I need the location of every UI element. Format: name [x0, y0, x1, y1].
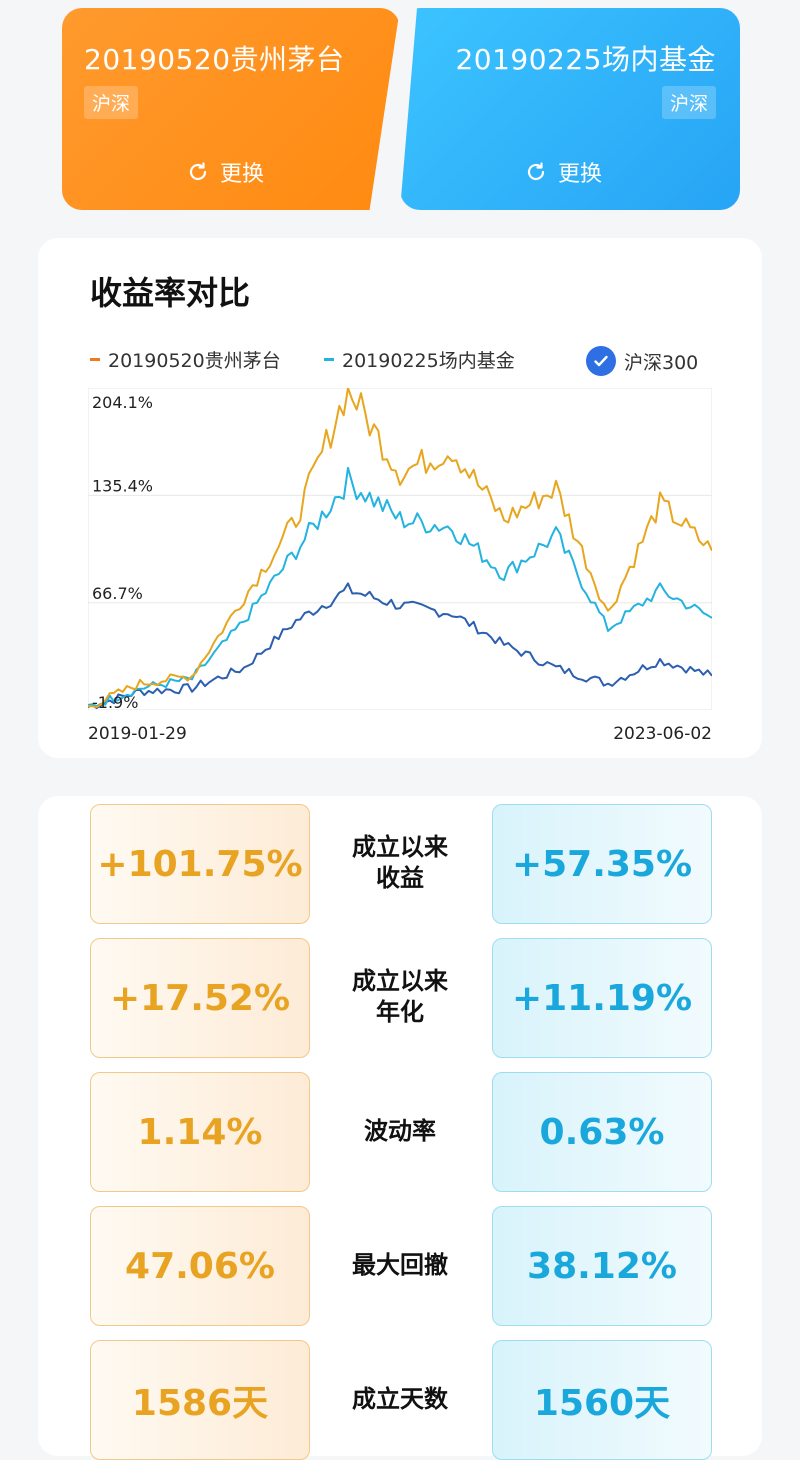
swap-button[interactable]: 更换: [524, 156, 602, 188]
left-stat-value: 1.14%: [90, 1072, 310, 1192]
series-line: [88, 388, 712, 708]
stat-row: 47.06% 最大回撤 38.12%: [38, 1206, 762, 1326]
left-stat-value: 1586天: [90, 1340, 310, 1460]
right-stat-value: +11.19%: [492, 938, 712, 1058]
right-stat-value: 1560天: [492, 1340, 712, 1460]
x-axis-end-label: 2023-06-02: [613, 724, 712, 744]
x-axis-start-label: 2019-01-29: [88, 724, 187, 744]
legend-item-right-fund: 20190225场内基金: [324, 346, 515, 373]
checkmark-icon[interactable]: [586, 346, 616, 376]
stats-panel: +101.75% 成立以来 收益 +57.35% +17.52% 成立以来 年化 +11.19…: [38, 796, 762, 1460]
stat-label: 最大回撤: [352, 1250, 448, 1279]
section-title: 收益率对比: [90, 274, 251, 312]
y-tick-label: 204.1%: [92, 393, 153, 412]
stat-row: 1.14% 波动率 0.63%: [38, 1072, 762, 1192]
card-title: 20190225场内基金: [455, 43, 716, 76]
stat-label: 波动率: [364, 1116, 436, 1145]
stat-label: 成立以来 年化: [352, 967, 448, 1026]
legend-label: 20190520贵州茅台: [108, 350, 281, 372]
legend-swatch: [90, 358, 100, 361]
series-line: [88, 582, 712, 709]
y-tick-label: 135.4%: [92, 476, 153, 495]
swap-button[interactable]: 更换: [186, 156, 264, 188]
right-stat-value: 38.12%: [492, 1206, 712, 1326]
legend-swatch: [324, 358, 334, 361]
return-comparison-panel: 收益率对比 20190520贵州茅台 20190225场内基金 沪深300 20…: [38, 238, 762, 758]
stat-label: 成立以来 收益: [352, 833, 448, 892]
stat-row: +17.52% 成立以来 年化 +11.19%: [38, 938, 762, 1058]
y-tick-label: -1.9%: [92, 693, 138, 710]
benchmark-toggle[interactable]: 沪深300: [586, 346, 698, 376]
left-stat-value: +17.52%: [90, 938, 310, 1058]
portfolio-card-right[interactable]: 20190225场内基金 沪深 更换: [400, 8, 740, 210]
swap-label: 更换: [220, 162, 265, 187]
y-tick-label: 66.7%: [92, 584, 143, 603]
stat-row: +101.75% 成立以来 收益 +57.35%: [38, 804, 762, 924]
right-stat-value: 0.63%: [492, 1072, 712, 1192]
series-line: [88, 466, 712, 708]
swap-label: 更换: [558, 162, 603, 187]
legend-item-left-stock: 20190520贵州茅台: [90, 346, 281, 373]
return-line-chart: 204.1% 135.4% 66.7% -1.9%: [88, 388, 712, 710]
card-title: 20190520贵州茅台: [84, 43, 345, 76]
stat-label: 成立天数: [352, 1384, 448, 1413]
portfolio-card-left[interactable]: 20190520贵州茅台 沪深 更换: [62, 8, 400, 210]
stat-row: 1586天 成立天数 1560天: [38, 1340, 762, 1460]
right-stat-value: +57.35%: [492, 804, 712, 924]
market-tag: 沪深: [661, 86, 716, 119]
legend-label: 20190225场内基金: [342, 350, 515, 372]
left-stat-value: +101.75%: [90, 804, 310, 924]
market-tag: 沪深: [84, 86, 139, 119]
refresh-icon: [189, 162, 207, 181]
left-stat-value: 47.06%: [90, 1206, 310, 1326]
legend-label: 沪深300: [624, 351, 699, 374]
refresh-icon: [527, 162, 545, 181]
